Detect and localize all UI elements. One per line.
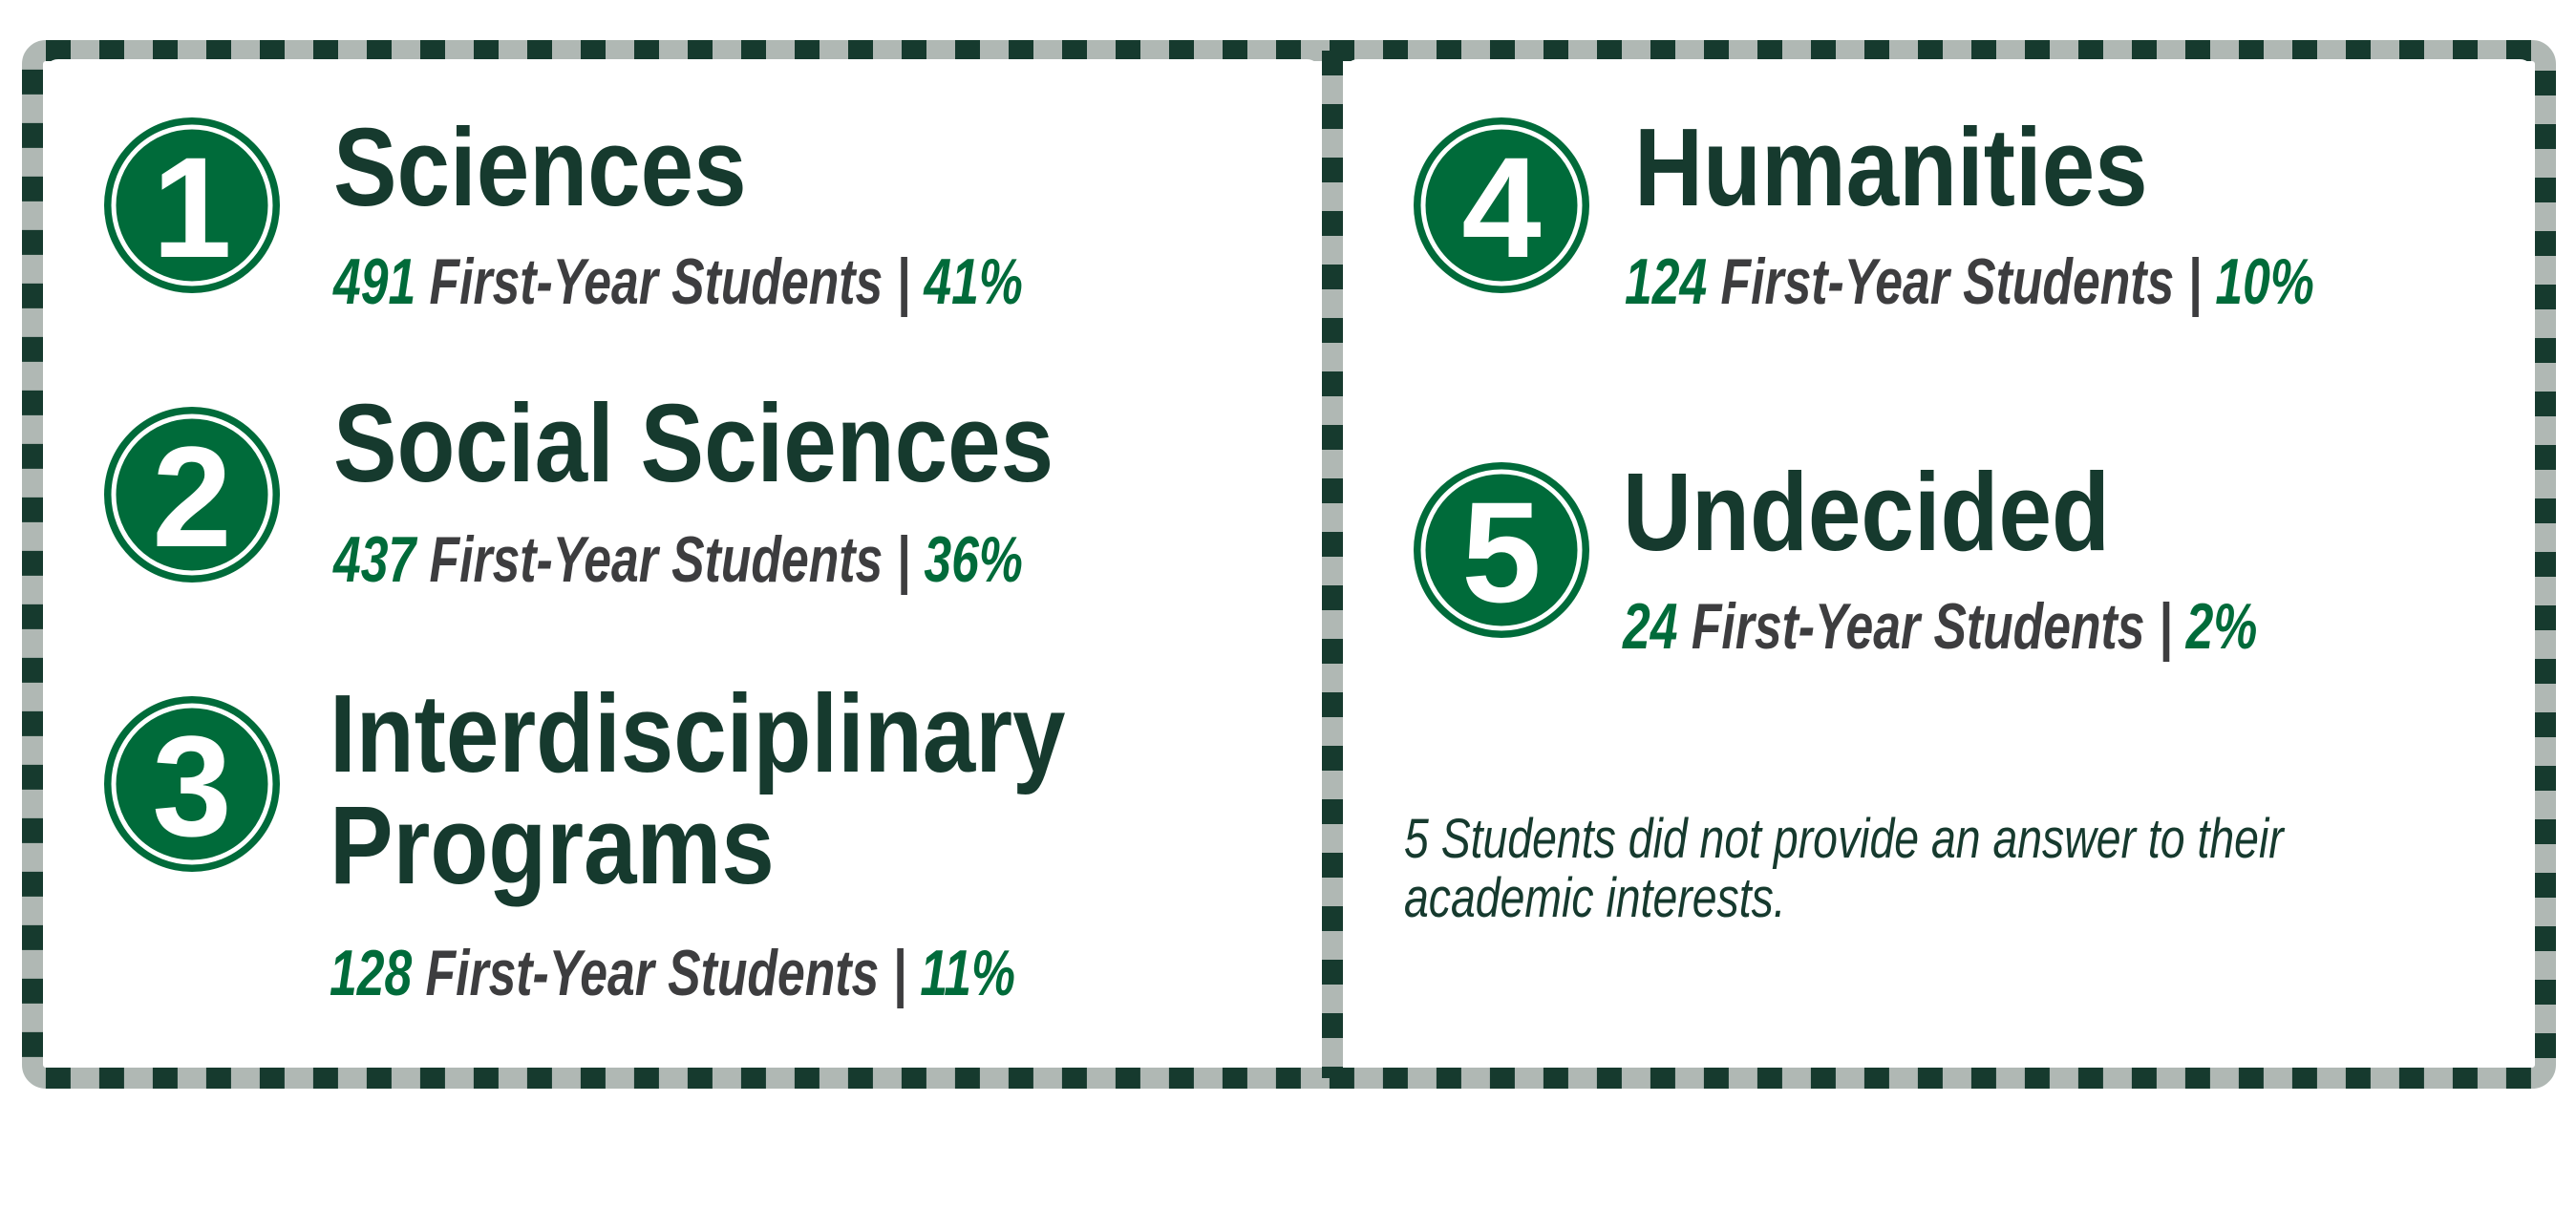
badge: [1414, 462, 1589, 638]
stat-line: 491 First-Year Students | 41%: [332, 244, 1023, 318]
stat: 124 First-Year Students | 10%: [1625, 244, 2314, 318]
title: Social Sciences: [333, 381, 1054, 505]
percent: 2%: [2185, 589, 2258, 663]
note: 5 Students did not provide an answer to …: [1404, 808, 2286, 870]
badge-ring: [111, 124, 273, 286]
title-line: Sciences: [333, 105, 747, 229]
label: First-Year Students |: [1692, 589, 2172, 663]
label: First-Year Students |: [426, 936, 906, 1009]
stat-line: 437 First-Year Students | 36%: [332, 522, 1023, 596]
count: 128: [330, 936, 413, 1009]
title-line: Interdisciplinary: [330, 671, 1066, 795]
count: 437: [332, 522, 417, 596]
badge: [104, 696, 280, 872]
count: 491: [332, 244, 415, 318]
stat: 24 First-Year Students | 2%: [1622, 589, 2257, 663]
left-panel: [43, 59, 1322, 1068]
title-line: Social Sciences: [333, 381, 1054, 505]
note-line: academic interests.: [1404, 867, 1786, 929]
count: 24: [1622, 589, 1677, 663]
stat-line: 124 First-Year Students | 10%: [1625, 244, 2314, 318]
badge: [1414, 117, 1589, 293]
badge-number: 2: [152, 416, 231, 577]
stat: 128 First-Year Students | 11%: [330, 936, 1015, 1009]
note-line: 5 Students did not provide an answer to …: [1404, 808, 2286, 870]
title-line: Humanities: [1634, 105, 2148, 229]
title: Programs: [330, 783, 775, 907]
stat: 437 First-Year Students | 36%: [332, 522, 1023, 596]
count: 124: [1625, 244, 1707, 318]
badge: [104, 407, 280, 583]
percent: 36%: [924, 522, 1022, 596]
badge-ring: [1420, 469, 1583, 631]
stat: 491 First-Year Students | 41%: [332, 244, 1023, 318]
badge-number: 1: [152, 127, 231, 287]
title: Undecided: [1623, 450, 2110, 574]
title-line: Undecided: [1623, 450, 2110, 574]
badge-ring: [111, 413, 273, 576]
title: Interdisciplinary: [330, 671, 1066, 795]
percent: 11%: [920, 936, 1015, 1009]
label: First-Year Students |: [430, 522, 910, 596]
badge-ring: [111, 703, 273, 865]
title-line: Programs: [330, 783, 775, 907]
badge-number: 4: [1461, 127, 1541, 287]
note: academic interests.: [1404, 867, 1786, 929]
label: First-Year Students |: [1721, 244, 2202, 318]
right-panel: [1343, 59, 2535, 1068]
percent: 10%: [2215, 244, 2313, 318]
badge-number: 3: [152, 706, 231, 866]
frame-dashes: [22, 40, 2556, 1089]
badge: [104, 117, 280, 293]
badge-number: 5: [1461, 472, 1541, 632]
percent: 41%: [924, 244, 1023, 318]
title: Humanities: [1634, 105, 2148, 229]
label: First-Year Students |: [430, 244, 910, 318]
stat-line: 128 First-Year Students | 11%: [330, 936, 1015, 1009]
badge-ring: [1420, 124, 1583, 286]
title: Sciences: [333, 105, 747, 229]
stat-line: 24 First-Year Students | 2%: [1622, 589, 2257, 663]
